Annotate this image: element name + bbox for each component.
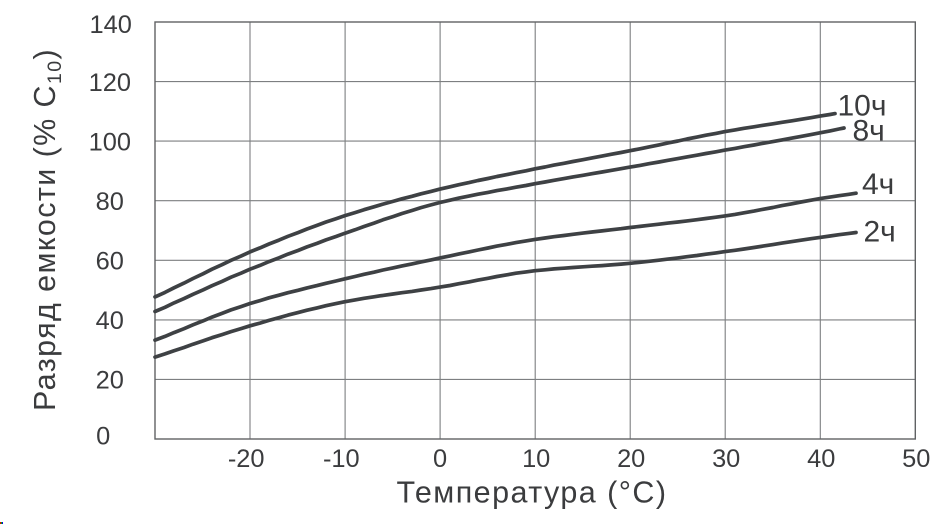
svg-text:8ч: 8ч [853,114,885,147]
svg-text:Температура (°C): Температура (°C) [397,476,668,510]
svg-text:50: 50 [902,445,930,473]
svg-text:40: 40 [96,307,124,335]
svg-text:40: 40 [807,445,835,473]
svg-text:120: 120 [89,69,131,97]
svg-text:20: 20 [617,445,645,473]
svg-text:100: 100 [89,128,131,156]
svg-text:10: 10 [522,445,550,473]
svg-text:-20: -20 [228,445,265,473]
svg-text:4ч: 4ч [862,168,894,201]
svg-text:0: 0 [433,445,447,473]
svg-text:140: 140 [90,11,132,39]
svg-text:-10: -10 [323,445,360,473]
svg-text:60: 60 [96,248,124,276]
svg-text:30: 30 [712,445,740,473]
svg-text:2ч: 2ч [864,216,896,249]
svg-text:10ч: 10ч [838,90,887,123]
svg-text:0: 0 [96,422,110,450]
svg-text:Разряд емкости (% C10): Разряд емкости (% C10) [28,48,66,411]
svg-text:80: 80 [96,188,124,216]
svg-text:20: 20 [96,367,124,395]
